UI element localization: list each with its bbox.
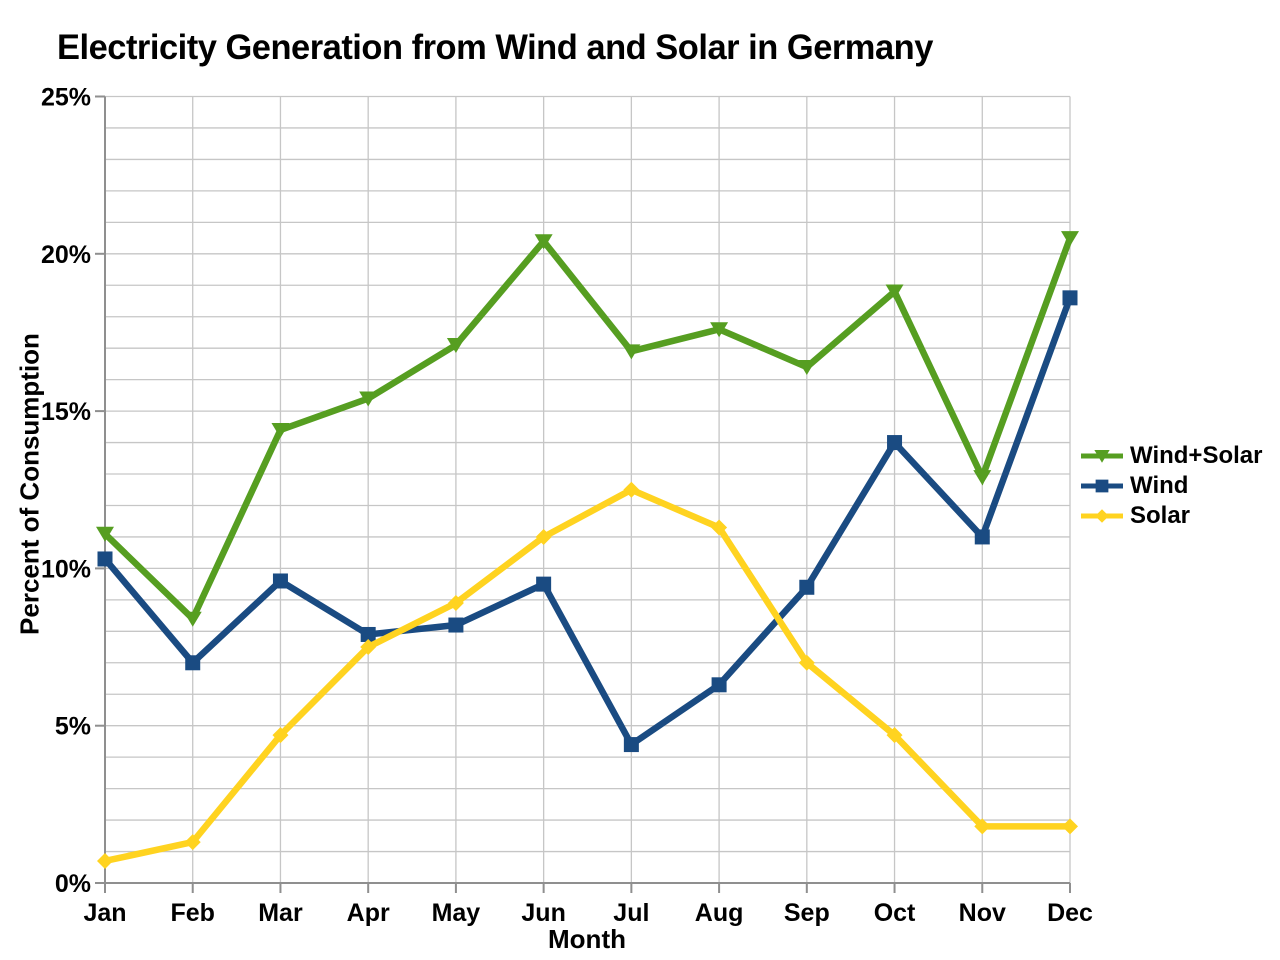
series-wind-solar-markers: [96, 231, 1079, 627]
series-wind-line: [102, 296, 1074, 750]
legend-label-wind: Wind: [1130, 472, 1189, 499]
x-tick-labels: Jan Feb Mar Apr May Jun Jul Aug Sep Oct Nov Dec: [83, 899, 1093, 927]
x-tick-label: Feb: [171, 899, 215, 927]
x-tick-label: Dec: [1047, 899, 1093, 927]
series-wind-markers: [97, 290, 1078, 753]
series-wind-solar-line: [102, 236, 1074, 625]
legend-item-wind: Wind: [1080, 471, 1262, 501]
series-solar-markers: [97, 481, 1078, 869]
y-tick-labels: 0% 5% 10% 15% 20% 25%: [41, 84, 91, 899]
x-tick-label: Nov: [959, 899, 1006, 927]
x-tick-label: Mar: [258, 899, 303, 927]
x-tick-label: May: [432, 899, 481, 927]
grid-horizontal: [105, 95, 1070, 853]
legend-label-solar: Solar: [1130, 502, 1191, 529]
x-tick-label: Apr: [347, 899, 390, 927]
legend-item-wind-solar: Wind+Solar: [1080, 441, 1262, 471]
chart-title: Electricity Generation from Wind and Sol…: [57, 28, 933, 67]
x-tick-label: Jun: [521, 899, 565, 927]
x-tick-label: Aug: [695, 899, 744, 927]
y-tick-label: 0%: [55, 870, 91, 898]
y-tick-label: 10%: [41, 555, 91, 583]
x-tick-label: Jul: [613, 899, 649, 927]
legend-item-solar: Solar: [1080, 501, 1262, 531]
chart-legend: Wind+Solar Wind Solar: [1080, 441, 1262, 531]
y-tick-label: 15%: [41, 398, 91, 426]
x-tick-label: Sep: [784, 899, 830, 927]
wind-legend-marker-icon: [1081, 479, 1123, 493]
y-tick-label: 25%: [41, 84, 91, 112]
legend-label-wind-solar: Wind+Solar: [1130, 442, 1263, 469]
wind-solar-legend-marker-icon: [1081, 450, 1123, 463]
x-axis-title: Month: [548, 924, 626, 954]
y-tick-label: 20%: [41, 241, 91, 269]
x-tick-label: Oct: [874, 899, 916, 927]
series-solar-line: [104, 486, 1070, 865]
solar-legend-marker-icon: [1081, 509, 1123, 523]
axis-lines: [95, 95, 1071, 893]
y-axis-title: Percent of Consumption: [14, 333, 45, 635]
x-tick-label: Jan: [83, 899, 126, 927]
y-tick-label: 5%: [55, 713, 91, 741]
